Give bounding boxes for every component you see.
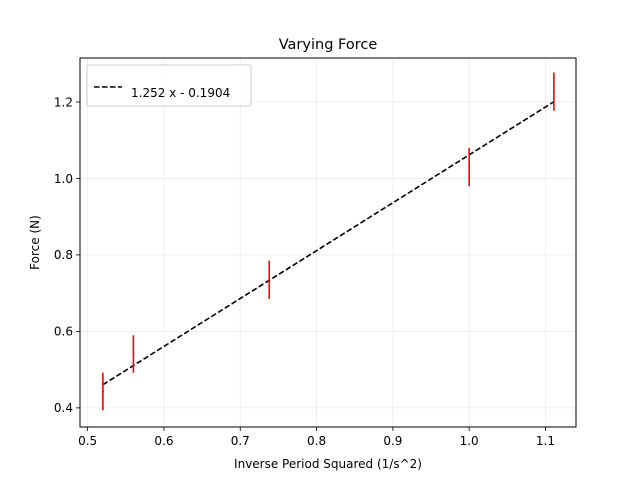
y-axis-title: Force (N) (28, 215, 42, 270)
data-point (552, 90, 555, 93)
grid (80, 58, 576, 427)
plot-data (101, 72, 555, 411)
plot-frame (79, 57, 577, 428)
data-point (468, 165, 471, 168)
legend: 1.252 x - 0.1904 (86, 64, 252, 107)
data-point (101, 390, 104, 393)
ticks: 0.5 0.6 0.7 0.8 0.9 1.0 1.1 0.4 0.6 0.8 1.0 1.2 (54, 95, 555, 448)
x-tick-label: 1.1 (536, 434, 555, 448)
y-tick-label: 0.6 (54, 325, 73, 339)
legend-entry-label: 1.252 x - 0.1904 (131, 86, 230, 100)
y-tick-label: 0.4 (54, 401, 73, 415)
legend-box (86, 64, 252, 107)
y-tick-label: 0.8 (54, 248, 73, 262)
x-axis-title: Inverse Period Squared (1/s^2) (234, 457, 422, 471)
data-point (268, 278, 271, 281)
data-point (132, 352, 135, 355)
y-tick-label: 1.0 (54, 172, 73, 186)
x-tick-label: 0.9 (383, 434, 402, 448)
x-tick-label: 1.0 (460, 434, 479, 448)
x-tick-label: 0.7 (231, 434, 250, 448)
x-tick-label: 0.8 (307, 434, 326, 448)
chart-title: Varying Force (279, 37, 378, 53)
y-tick-label: 1.2 (54, 95, 73, 109)
x-tick-label: 0.5 (78, 434, 97, 448)
x-tick-label: 0.6 (154, 434, 173, 448)
fit-line (102, 101, 555, 386)
